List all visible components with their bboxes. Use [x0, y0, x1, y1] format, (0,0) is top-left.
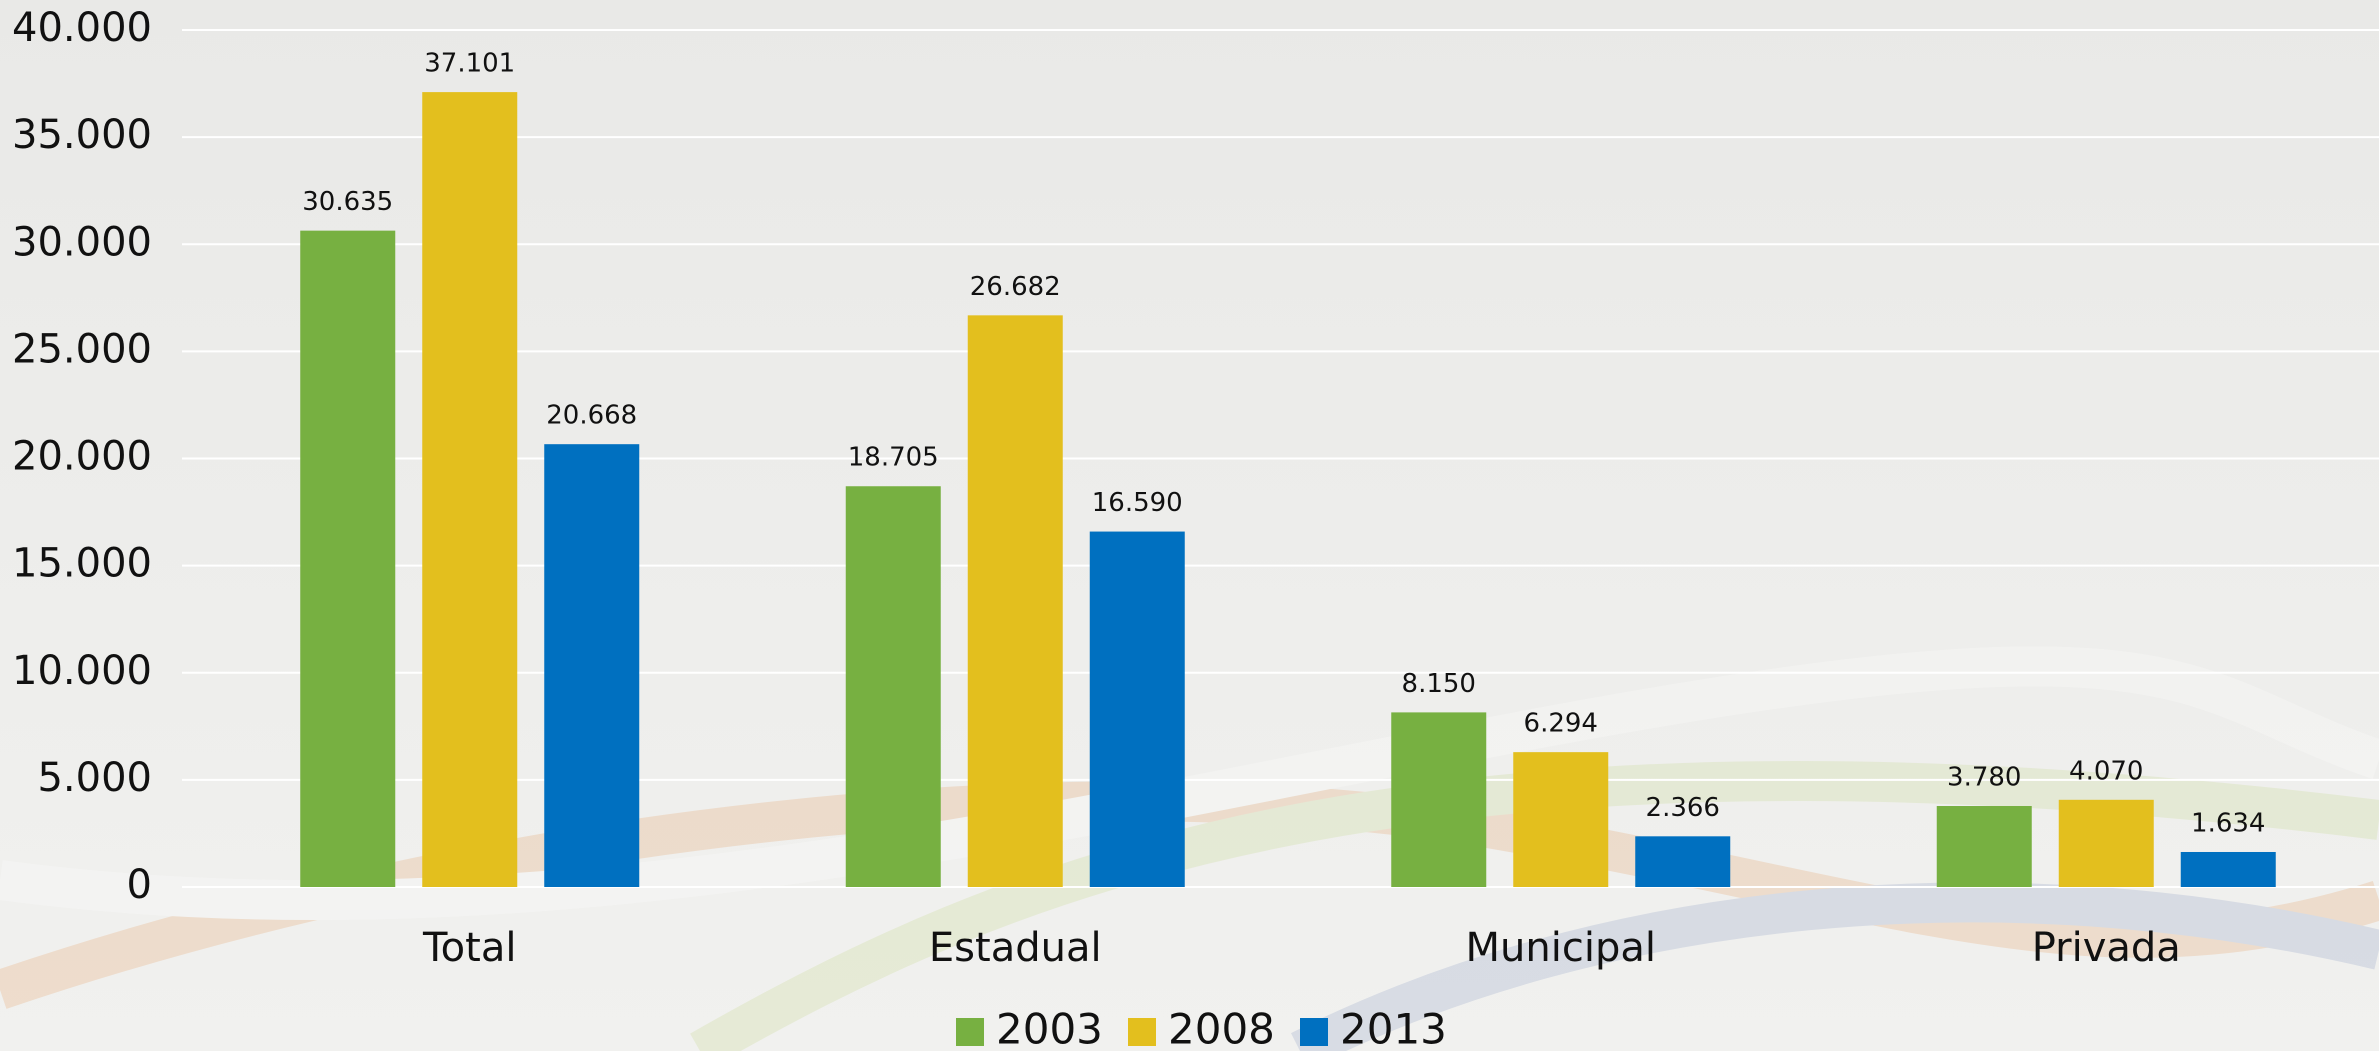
bar	[1513, 752, 1609, 887]
data-label: 2.366	[1646, 793, 1720, 823]
legend-label: 2008	[1168, 1005, 1275, 1052]
data-label: 30.635	[302, 187, 393, 217]
y-tick-label: 25.000	[12, 326, 152, 372]
x-tick-label: Estadual	[929, 925, 1102, 971]
bar	[422, 92, 518, 887]
bar	[2180, 851, 2276, 887]
bar	[1936, 806, 2032, 887]
data-label: 6.294	[1524, 709, 1598, 739]
x-tick-label: Total	[422, 925, 516, 971]
y-tick-label: 30.000	[12, 219, 152, 265]
legend-label: 2003	[996, 1005, 1103, 1052]
x-tick-label: Municipal	[1466, 925, 1656, 971]
y-tick-label: 15.000	[12, 541, 152, 587]
y-tick-label: 20.000	[12, 434, 152, 480]
data-label: 16.590	[1092, 488, 1183, 518]
data-label: 8.150	[1402, 669, 1476, 699]
data-label: 18.705	[848, 443, 939, 473]
bar	[2058, 799, 2154, 887]
data-label: 20.668	[546, 401, 637, 431]
y-tick-label: 40.000	[12, 5, 152, 51]
bar	[845, 486, 941, 887]
bar	[300, 230, 396, 887]
legend-swatch	[956, 1018, 984, 1046]
data-label: 26.682	[970, 272, 1061, 302]
y-tick-label: 10.000	[12, 648, 152, 694]
data-label: 1.634	[2191, 808, 2265, 838]
legend-label: 2013	[1340, 1005, 1447, 1052]
data-label: 3.780	[1947, 763, 2021, 793]
x-tick-label: Privada	[2032, 925, 2181, 971]
legend-swatch	[1128, 1018, 1156, 1046]
bar	[1635, 836, 1731, 887]
data-label: 37.101	[424, 49, 515, 79]
y-tick-label: 35.000	[12, 112, 152, 158]
data-label: 4.070	[2069, 756, 2143, 786]
bar	[1089, 531, 1185, 887]
y-tick-label: 0	[127, 862, 152, 908]
bar	[967, 315, 1063, 887]
y-tick-label: 5.000	[37, 755, 152, 801]
bar	[544, 444, 640, 887]
bar	[1391, 712, 1487, 887]
legend-swatch	[1300, 1018, 1328, 1046]
